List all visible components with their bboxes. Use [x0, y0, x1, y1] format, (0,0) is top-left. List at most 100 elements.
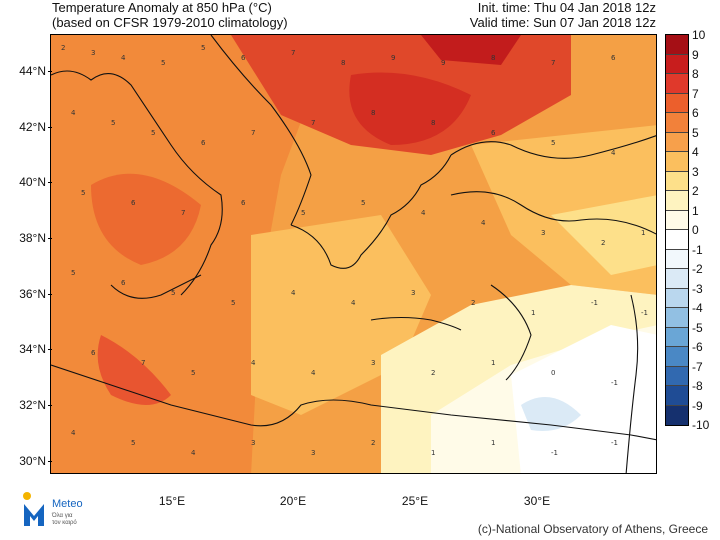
- svg-text:6: 6: [241, 54, 246, 62]
- colorbar-label: -10: [692, 418, 710, 432]
- svg-text:5: 5: [361, 199, 365, 207]
- lat-label-30: 30°N: [0, 454, 52, 468]
- svg-text:3: 3: [251, 439, 255, 447]
- colorbar-swatch: [666, 347, 688, 367]
- svg-text:5: 5: [171, 289, 175, 297]
- colorbar-swatch: [666, 171, 688, 191]
- colorbar-swatch: [666, 269, 688, 289]
- colorbar-swatch: [666, 54, 688, 74]
- colorbar-label: 8: [692, 67, 699, 81]
- svg-text:4: 4: [71, 109, 76, 117]
- logo-tagline-2: τον καιρό: [52, 519, 77, 526]
- svg-text:5: 5: [191, 369, 195, 377]
- svg-text:4: 4: [71, 429, 76, 437]
- svg-text:5: 5: [151, 129, 155, 137]
- svg-text:6: 6: [91, 349, 96, 357]
- svg-text:4: 4: [291, 289, 296, 297]
- lat-label-32: 32°N: [0, 398, 52, 412]
- time-info: Init. time: Thu 04 Jan 2018 12z Valid ti…: [470, 0, 656, 30]
- svg-text:-1: -1: [591, 299, 598, 307]
- lon-label-30: 30°E: [523, 494, 551, 508]
- svg-text:1: 1: [431, 449, 435, 457]
- colorbar-label: -6: [692, 340, 703, 354]
- svg-text:1: 1: [491, 439, 495, 447]
- svg-text:4: 4: [421, 209, 426, 217]
- colorbar-swatch: [666, 210, 688, 230]
- svg-text:6: 6: [241, 199, 246, 207]
- colorbar-swatch: [666, 386, 688, 406]
- svg-text:-1: -1: [611, 439, 618, 447]
- colorbar-label: 10: [692, 28, 706, 42]
- credit-text: (c)-National Observatory of Athens, Gree…: [477, 522, 708, 536]
- svg-text:7: 7: [291, 49, 295, 57]
- svg-text:2: 2: [431, 369, 435, 377]
- svg-text:7: 7: [141, 359, 145, 367]
- svg-text:2: 2: [601, 239, 605, 247]
- svg-text:8: 8: [491, 54, 495, 62]
- title-line-1: Temperature Anomaly at 850 hPa (°C): [52, 0, 272, 15]
- svg-text:5: 5: [71, 269, 75, 277]
- svg-text:3: 3: [371, 359, 375, 367]
- lon-label-15: 15°E: [158, 494, 186, 508]
- svg-text:5: 5: [81, 189, 85, 197]
- anomaly-field: 234 556 789 987 645 567 788 654 567 655 …: [51, 35, 656, 473]
- colorbar-label: 4: [692, 145, 699, 159]
- svg-text:4: 4: [121, 54, 126, 62]
- svg-text:9: 9: [441, 59, 445, 67]
- colorbar-swatch: [666, 405, 688, 425]
- svg-text:5: 5: [201, 44, 205, 52]
- colorbar-swatch: [666, 35, 688, 55]
- colorbar-label: -5: [692, 320, 703, 335]
- colorbar-swatch: [666, 132, 688, 152]
- logo-tagline-1: Όλα για: [51, 513, 73, 519]
- lat-label-40: 40°N: [0, 175, 52, 189]
- lat-label-34: 34°N: [0, 342, 52, 356]
- svg-text:6: 6: [491, 129, 496, 137]
- svg-text:5: 5: [551, 139, 555, 147]
- lat-label-42: 42°N: [0, 120, 52, 134]
- svg-text:1: 1: [531, 309, 535, 317]
- colorbar-label: -4: [692, 301, 703, 315]
- colorbar-label: -9: [692, 398, 703, 413]
- meteo-logo: Meteo Όλα για τον καιρό: [23, 492, 83, 526]
- svg-text:3: 3: [411, 289, 415, 297]
- colorbar-swatch: [666, 249, 688, 269]
- svg-text:0: 0: [551, 369, 555, 377]
- svg-text:9: 9: [391, 54, 395, 62]
- colorbar-swatch: [666, 327, 688, 347]
- colorbar-label: -7: [692, 359, 703, 374]
- colorbar-label: 7: [692, 86, 699, 101]
- colorbar-swatch: [666, 93, 688, 113]
- svg-text:1: 1: [491, 359, 495, 367]
- svg-text:1: 1: [641, 229, 645, 237]
- lon-label-25: 25°E: [401, 494, 429, 508]
- svg-text:6: 6: [121, 279, 126, 287]
- svg-text:6: 6: [611, 54, 616, 62]
- colorbar-swatch: [666, 74, 688, 94]
- svg-text:4: 4: [311, 369, 316, 377]
- colorbar-label: -2: [692, 262, 703, 276]
- lon-label-20: 20°E: [279, 494, 307, 508]
- svg-text:5: 5: [231, 299, 235, 307]
- colorbar-swatch: [666, 230, 688, 250]
- colorbar-swatch: [666, 113, 688, 133]
- colorbar-label: 6: [692, 106, 699, 120]
- colorbar-swatch: [666, 288, 688, 308]
- colorbar-label: -1: [692, 242, 703, 257]
- colorbar-label: -3: [692, 281, 703, 296]
- colorbar-swatch: [666, 191, 688, 211]
- svg-text:3: 3: [91, 49, 95, 57]
- colorbar-label: 3: [692, 164, 699, 179]
- svg-text:7: 7: [551, 59, 555, 67]
- valid-time: Valid time: Sun 07 Jan 2018 12z: [469, 15, 656, 30]
- svg-text:8: 8: [341, 59, 345, 67]
- lat-label-36: 36°N: [0, 287, 52, 301]
- colorbar-label: 0: [692, 223, 699, 237]
- title-line-2: (based on CFSR 1979-2010 climatology): [52, 15, 288, 30]
- svg-text:4: 4: [351, 299, 356, 307]
- svg-text:5: 5: [111, 119, 115, 127]
- lat-label-44: 44°N: [0, 64, 52, 78]
- colorbar-label: 2: [692, 184, 699, 198]
- svg-text:4: 4: [481, 219, 486, 227]
- svg-text:6: 6: [201, 139, 206, 147]
